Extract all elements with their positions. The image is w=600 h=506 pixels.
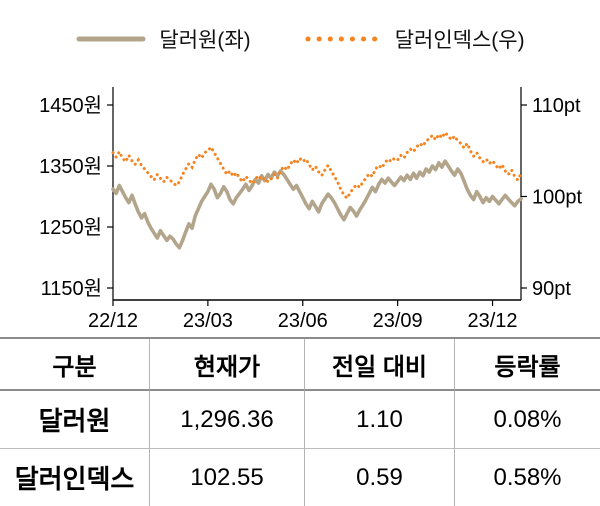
row-label-dollar-won: 달러원 <box>0 391 150 449</box>
dotted-line-swatch <box>305 36 382 42</box>
svg-text:110pt: 110pt <box>532 95 581 117</box>
col-header-change-rate: 등락률 <box>455 339 600 391</box>
col-header-daily-change: 전일 대비 <box>305 339 455 391</box>
cell-dollar-won-rate: 0.08% <box>455 391 600 449</box>
svg-text:90pt: 90pt <box>532 278 571 300</box>
chart-legend: 달러원(좌) 달러인덱스(우) <box>0 24 600 54</box>
legend-label-dollar-index: 달러인덱스(우) <box>394 29 525 52</box>
svg-text:23/12: 23/12 <box>468 310 518 332</box>
col-header-category: 구분 <box>0 339 150 391</box>
cell-dollar-won-price: 1,296.36 <box>150 391 305 449</box>
svg-text:1350원: 1350원 <box>39 155 102 178</box>
cell-dollar-index-rate: 0.58% <box>493 463 562 491</box>
svg-text:1150원: 1150원 <box>41 277 102 300</box>
solid-line-swatch <box>76 36 146 42</box>
summary-table: 구분 현재가 전일 대비 등락률 달러원 1,296.36 1.10 0.08%… <box>0 337 600 506</box>
cell-dollar-index-change: 0.59 <box>305 449 455 506</box>
cell-dollar-index-price: 102.55 <box>150 449 305 506</box>
svg-text:23/09: 23/09 <box>373 310 423 332</box>
svg-text:23/06: 23/06 <box>278 310 328 332</box>
col-header-current-price: 현재가 <box>150 339 305 391</box>
legend-item-dollar-index: 달러인덱스(우) <box>303 24 525 54</box>
legend-label-dollar-won: 달러원(좌) <box>159 29 251 52</box>
svg-text:1250원: 1250원 <box>39 216 102 239</box>
svg-text:23/03: 23/03 <box>183 310 233 332</box>
legend-item-dollar-won: 달러원(좌) <box>75 24 251 54</box>
svg-text:1450원: 1450원 <box>39 94 102 117</box>
row-label-dollar-index: 달러인덱스 <box>0 449 150 506</box>
dual-axis-line-chart: 1450원 1350원 1250원 1150원 110pt 100pt 90pt 22/12 2… <box>39 87 582 332</box>
svg-text:22/12: 22/12 <box>88 310 138 332</box>
svg-text:100pt: 100pt <box>532 187 582 209</box>
cell-dollar-won-change: 1.10 <box>305 391 455 449</box>
